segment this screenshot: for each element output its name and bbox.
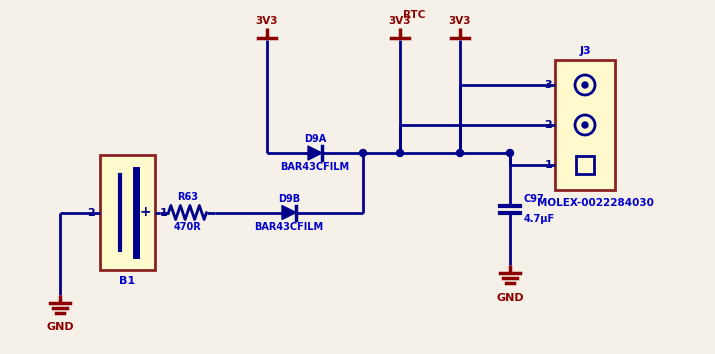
Text: RTC: RTC bbox=[403, 10, 425, 20]
Text: 3: 3 bbox=[544, 80, 552, 90]
Circle shape bbox=[582, 122, 588, 128]
Text: 470R: 470R bbox=[174, 223, 202, 233]
Text: R63: R63 bbox=[177, 193, 198, 202]
Polygon shape bbox=[282, 206, 296, 219]
Circle shape bbox=[582, 82, 588, 88]
Bar bbox=[576, 156, 594, 174]
Circle shape bbox=[397, 149, 403, 156]
Text: D9A: D9A bbox=[304, 134, 326, 144]
Text: MOLEX-0022284030: MOLEX-0022284030 bbox=[536, 198, 654, 208]
Text: BAR43CFILM: BAR43CFILM bbox=[280, 162, 350, 172]
Text: 2: 2 bbox=[544, 120, 552, 130]
Text: J3: J3 bbox=[579, 46, 591, 56]
Text: GND: GND bbox=[496, 293, 524, 303]
Text: C97: C97 bbox=[524, 194, 545, 205]
Text: 4.7μF: 4.7μF bbox=[524, 213, 555, 223]
Circle shape bbox=[456, 149, 463, 156]
Text: 1: 1 bbox=[544, 160, 552, 170]
Circle shape bbox=[506, 149, 513, 156]
Bar bbox=[555, 60, 615, 190]
Text: B1: B1 bbox=[119, 276, 136, 286]
Text: GND: GND bbox=[46, 322, 74, 332]
Text: 1: 1 bbox=[160, 207, 168, 217]
Text: 3V3: 3V3 bbox=[449, 16, 471, 26]
Circle shape bbox=[360, 149, 367, 156]
Text: +: + bbox=[139, 206, 152, 219]
Text: 2: 2 bbox=[87, 207, 95, 217]
Text: 3V3: 3V3 bbox=[389, 16, 411, 26]
Polygon shape bbox=[308, 146, 322, 160]
Text: BAR43CFILM: BAR43CFILM bbox=[255, 222, 324, 232]
Text: 3V3: 3V3 bbox=[256, 16, 278, 26]
Text: D9B: D9B bbox=[278, 194, 300, 204]
Bar bbox=[100, 155, 155, 270]
